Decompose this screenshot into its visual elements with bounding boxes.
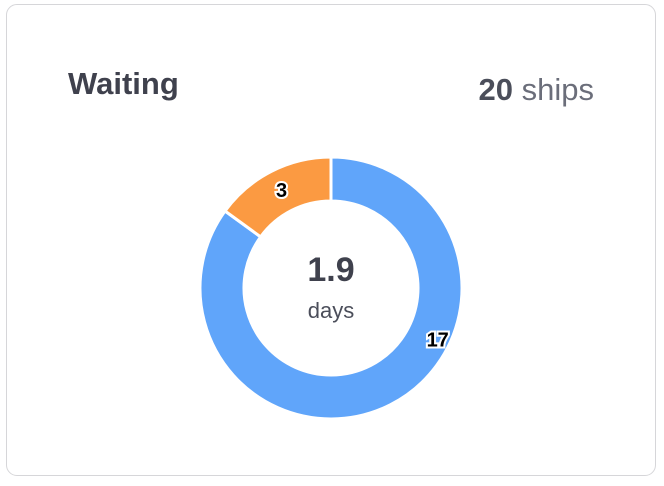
donut-slice-17[interactable] bbox=[198, 155, 464, 421]
slice-label-3: 3 bbox=[276, 180, 287, 202]
donut-slice-3[interactable] bbox=[223, 155, 333, 239]
center-unit: days bbox=[307, 298, 355, 323]
ship-count-value: 20 bbox=[478, 72, 513, 107]
center-value: 1.9 bbox=[307, 251, 355, 289]
ship-count-unit: ships bbox=[521, 72, 594, 107]
ship-count: 20 ships bbox=[479, 72, 594, 108]
slice-label-17: 17 bbox=[427, 330, 449, 352]
card-title: Waiting bbox=[68, 66, 179, 101]
waiting-card bbox=[6, 4, 656, 476]
